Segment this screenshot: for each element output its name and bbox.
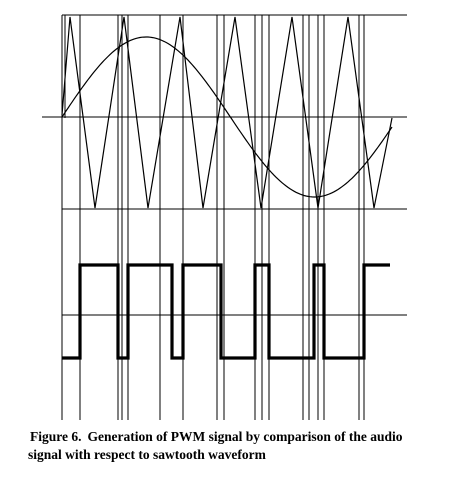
caption-line-1: Generation of PWM signal by comparison o… [87,429,403,444]
sawtooth-waveform [61,16,393,209]
figure-caption: Figure 6. Generation of PWM signal by com… [28,428,470,464]
audio-sine-waveform [61,36,393,198]
pwm-output-waveform [62,263,390,360]
caption-line-2: signal with respect to sawtooth waveform [28,447,266,462]
caption-label: Figure 6. [30,429,82,444]
